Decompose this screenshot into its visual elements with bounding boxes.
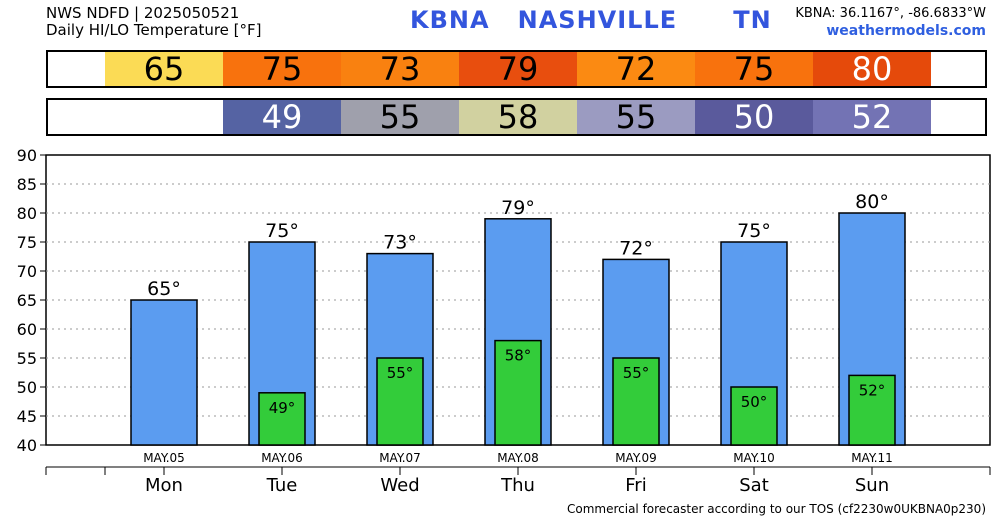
site-link[interactable]: weathermodels.com <box>826 23 986 39</box>
y-tick-label: 65 <box>17 291 37 310</box>
footer-note: Commercial forecaster according to our T… <box>566 502 986 516</box>
low-temp-label: 55° <box>623 364 650 382</box>
y-tick-label: 45 <box>17 407 37 426</box>
low-temp-bar <box>848 374 896 446</box>
high-temp-cell-2: 73 <box>341 50 459 88</box>
low-temp-label: 58° <box>505 347 532 365</box>
high-temp-label: 79° <box>501 197 535 219</box>
y-tick-label: 75 <box>17 233 37 252</box>
low-temp-bar <box>258 392 306 446</box>
day-label: Sun <box>855 475 889 496</box>
high-temp-cell-3: 79 <box>459 50 577 88</box>
date-label: MAY.06 <box>261 451 303 465</box>
low-temp-strip: 49 55 58 55 50 52 <box>46 98 987 136</box>
date-label: MAY.08 <box>497 451 539 465</box>
day-label: Sat <box>739 475 769 496</box>
day-label: Thu <box>500 475 535 496</box>
high-temp-cell-1: 75 <box>223 50 341 88</box>
high-temp-bar <box>130 299 198 446</box>
low-temp-cell-0 <box>105 100 223 134</box>
day-label: Fri <box>625 475 646 496</box>
low-temp-label: 50° <box>741 393 768 411</box>
low-temp-cell-2: 55 <box>341 98 459 136</box>
low-temp-bar <box>612 357 660 446</box>
low-temp-cell-4: 55 <box>577 98 695 136</box>
y-tick-label: 85 <box>17 175 37 194</box>
y-tick-label: 40 <box>17 436 37 455</box>
low-temp-bar <box>730 386 778 446</box>
y-tick-label: 50 <box>17 378 37 397</box>
high-temp-label: 65° <box>147 278 181 300</box>
y-tick-label: 60 <box>17 320 37 339</box>
high-temp-label: 72° <box>619 237 653 259</box>
date-label: MAY.07 <box>379 451 421 465</box>
y-tick-label: 70 <box>17 262 37 281</box>
model-run-title: NWS NDFD | 2025050521 <box>46 4 240 22</box>
low-temp-bar <box>376 357 424 446</box>
y-tick-label: 80 <box>17 204 37 223</box>
chart-subtitle: Daily HI/LO Temperature [°F] <box>46 21 262 39</box>
high-temp-cell-4: 72 <box>577 50 695 88</box>
day-label: Tue <box>266 475 298 496</box>
high-temp-label: 75° <box>737 220 771 242</box>
high-temp-cell-0: 65 <box>105 50 223 88</box>
low-temp-cell-3: 58 <box>459 98 577 136</box>
low-temp-bar <box>494 339 542 446</box>
high-temp-label: 75° <box>265 220 299 242</box>
high-temp-label: 73° <box>383 232 417 254</box>
high-temp-strip: 65 75 73 79 72 75 80 <box>46 50 987 88</box>
high-temp-cell-6: 80 <box>813 50 931 88</box>
date-label: MAY.09 <box>615 451 657 465</box>
date-label: MAY.05 <box>143 451 185 465</box>
low-temp-cell-6: 52 <box>813 98 931 136</box>
low-temp-cell-1: 49 <box>223 98 341 136</box>
date-label: MAY.10 <box>733 451 775 465</box>
high-temp-cell-5: 75 <box>695 50 813 88</box>
station-title: KBNA NASHVILLE TN <box>410 6 772 34</box>
date-label: MAY.11 <box>851 451 893 465</box>
station-coordinates: KBNA: 36.1167°, -86.6833°W <box>795 6 986 21</box>
day-label: Wed <box>380 475 419 496</box>
low-temp-label: 55° <box>387 364 414 382</box>
day-label: Mon <box>145 475 183 496</box>
y-tick-label: 55 <box>17 349 37 368</box>
high-temp-label: 80° <box>855 191 889 213</box>
low-temp-label: 49° <box>269 399 296 417</box>
y-tick-label: 90 <box>17 146 37 165</box>
low-temp-label: 52° <box>859 381 886 399</box>
low-temp-cell-5: 50 <box>695 98 813 136</box>
